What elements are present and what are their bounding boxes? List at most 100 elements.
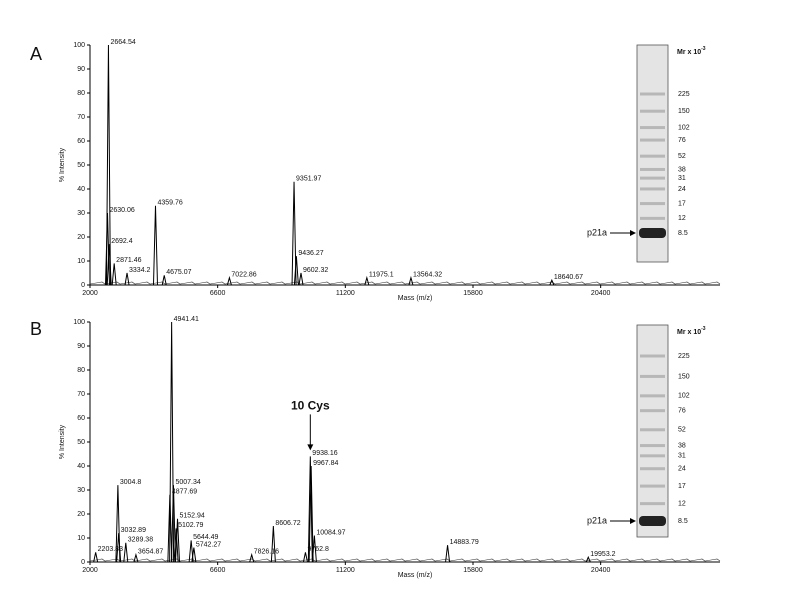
peak (167, 494, 173, 563)
x-tick-label: 15800 (463, 567, 483, 574)
gel-band (640, 92, 665, 96)
gel-band (640, 444, 665, 448)
panel-label: B (30, 319, 42, 339)
y-tick-label: 100 (73, 42, 85, 49)
peak (298, 272, 304, 286)
peak-label: 13564.32 (413, 272, 442, 279)
peak (169, 321, 175, 563)
x-tick-label: 2000 (82, 567, 98, 574)
gel-title-exponent: -3 (701, 46, 706, 52)
peak (161, 275, 167, 286)
gel-marker-label: 12 (678, 215, 686, 222)
peak-label: 9762.8 (307, 546, 329, 553)
peak (191, 547, 197, 563)
peak (124, 272, 130, 286)
peak-label: 5742.27 (196, 541, 221, 548)
gel-title-exponent: -3 (701, 326, 706, 332)
peak (302, 552, 308, 563)
peak (93, 552, 99, 563)
y-tick-label: 90 (77, 343, 85, 350)
peak-label: 4675.07 (166, 269, 191, 276)
y-tick-label: 20 (77, 234, 85, 241)
peak (173, 528, 179, 563)
y-axis-label: % Intensity (59, 147, 66, 182)
gel-marker-label: 52 (678, 427, 686, 434)
peak-label: 9436.27 (298, 250, 323, 257)
peak (152, 205, 158, 286)
gel-band (640, 394, 665, 398)
peak (226, 275, 232, 286)
annotation: 10 Cys (291, 399, 330, 413)
peak-label: 4359.76 (157, 200, 182, 207)
gel-marker-label: 52 (678, 153, 686, 160)
y-tick-label: 30 (77, 487, 85, 494)
x-axis-label: Mass (m/z) (398, 295, 433, 302)
gel-band (640, 126, 665, 130)
x-tick-label: 11200 (336, 567, 355, 574)
gel-band (640, 202, 665, 206)
peak-label: 2871.46 (116, 257, 141, 264)
gel-marker-label: 102 (678, 393, 690, 400)
baseline (89, 558, 721, 562)
gel-marker-label: 8.5 (678, 230, 688, 237)
gel-marker-label: 17 (678, 483, 686, 490)
gel-band (640, 502, 665, 506)
peak (270, 525, 276, 563)
y-tick-label: 50 (77, 162, 85, 169)
peak-label: 2203.83 (98, 546, 123, 553)
peak-label: 3334.2 (129, 267, 151, 274)
peak-label: 2630.06 (109, 207, 134, 214)
gel-band (640, 374, 665, 378)
gel-title: Mr x 10-3 (677, 46, 706, 56)
peak (133, 552, 139, 563)
y-tick-label: 40 (77, 463, 85, 470)
peak-label: 9967.84 (313, 460, 338, 467)
peak (170, 485, 176, 563)
y-tick-label: 70 (77, 391, 85, 398)
y-tick-label: 80 (77, 367, 85, 374)
peak-label: 8606.72 (275, 520, 300, 527)
peak-label: 3032.89 (121, 527, 146, 534)
peak-label: 2692.4 (111, 238, 133, 245)
peak-label: 5007.34 (175, 479, 200, 486)
gel-band (640, 409, 665, 413)
peak (105, 44, 111, 286)
gel-marker-label: 31 (678, 453, 686, 460)
peak (585, 555, 591, 563)
peak-label: 18640.67 (554, 274, 583, 281)
peak-label: 3004.8 (120, 479, 142, 486)
y-tick-label: 70 (77, 114, 85, 121)
y-tick-label: 30 (77, 210, 85, 217)
peak-label: 10084.97 (316, 529, 345, 536)
gel-main-band (639, 516, 666, 526)
peak (291, 181, 297, 286)
peak-label: 11975.1 (369, 272, 394, 279)
y-tick-label: 10 (77, 535, 85, 542)
y-tick-label: 40 (77, 186, 85, 193)
gel-band-label: p21a (587, 515, 607, 525)
gel-marker-label: 24 (678, 186, 686, 193)
gel-marker-label: 76 (678, 137, 686, 144)
y-tick-label: 50 (77, 439, 85, 446)
gel-band (640, 428, 665, 432)
gel-lane (636, 44, 669, 263)
peak (549, 278, 555, 286)
y-axis-label: % Intensity (59, 424, 66, 459)
gel-main-band (639, 228, 666, 238)
peak-label: 9938.16 (312, 450, 337, 457)
peak-label: 3654.87 (138, 549, 163, 556)
x-tick-label: 20400 (591, 567, 611, 574)
gel-band (640, 154, 665, 158)
x-tick-label: 6600 (210, 290, 226, 297)
gel-band (640, 167, 665, 171)
y-tick-label: 20 (77, 511, 85, 518)
y-tick-label: 0 (81, 559, 85, 566)
peak-label: 5644.49 (193, 534, 218, 541)
peak-label: 2664.54 (110, 39, 135, 46)
gel-band (640, 109, 665, 113)
gel-title: Mr x 10-3 (677, 326, 706, 336)
peak-label: 9602.32 (303, 267, 328, 274)
peak-label: 7022.86 (231, 272, 256, 279)
peak-label: 5152.94 (180, 513, 205, 520)
